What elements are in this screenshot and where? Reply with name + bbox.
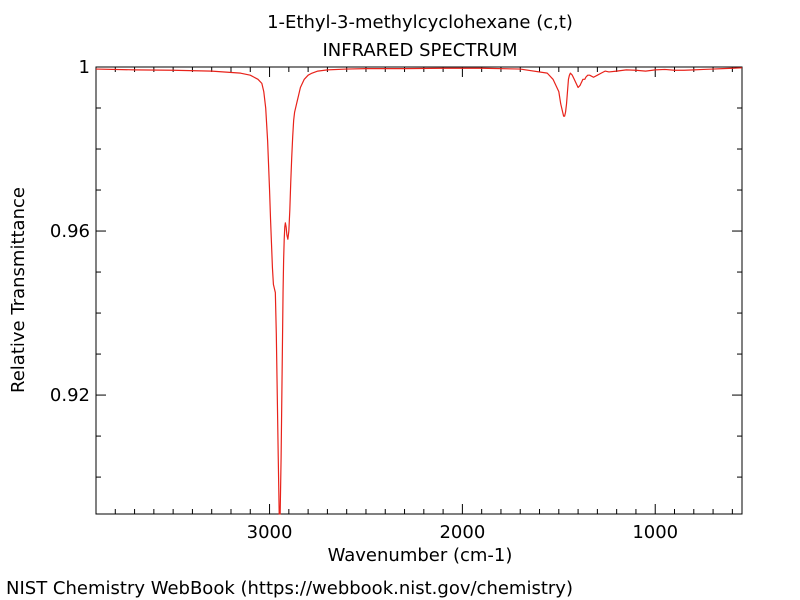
plot-area: 3000 2000 1000 1 0.96 0.92 — [50, 57, 743, 543]
series-line-1 — [95, 67, 743, 515]
footer-credit: NIST Chemistry WebBook (https://webbook.… — [6, 578, 573, 599]
plot-frame — [95, 66, 743, 515]
x-tick-label: 3000 — [247, 522, 293, 543]
x-tick-label: 1000 — [632, 522, 678, 543]
axis-ticks: 3000 2000 1000 1 0.96 0.92 — [50, 57, 742, 543]
y-tick-label: 1 — [79, 57, 90, 78]
chart-title: 1-Ethyl-3-methylcyclohexane (c,t) — [267, 12, 573, 33]
series-layer — [95, 67, 743, 515]
chart-subtitle: INFRARED SPECTRUM — [322, 40, 517, 61]
x-tick-label: 2000 — [439, 522, 485, 543]
x-axis-label: Wavenumber (cm-1) — [328, 545, 513, 566]
y-tick-label: 0.96 — [50, 221, 90, 242]
y-axis-label: Relative Transmittance — [8, 187, 29, 393]
y-tick-label: 0.92 — [50, 385, 90, 406]
